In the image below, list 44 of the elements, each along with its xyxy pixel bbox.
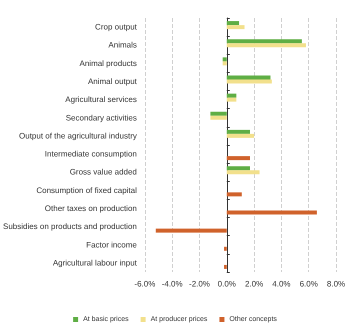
x-tick-label: -2.0% (189, 280, 210, 288)
y-tick-label: Gross value added (70, 168, 137, 177)
bar (226, 94, 236, 98)
y-tick-label: Secondary activities (66, 113, 137, 122)
y-tick-label: Other taxes on production (44, 204, 137, 213)
bar (226, 80, 272, 84)
y-tick-label: Intermediate consumption (44, 150, 137, 159)
bar (226, 170, 260, 174)
y-tick-label: Animals (108, 40, 137, 50)
y-tick-label: Agricultural labour input (52, 258, 138, 268)
bar (226, 130, 250, 134)
bar (226, 25, 245, 30)
bar (222, 61, 227, 66)
y-tick-label: Crop output (95, 22, 138, 32)
bar (226, 166, 250, 170)
bar (224, 264, 227, 269)
bar (226, 156, 250, 160)
x-tick-label: 6.0% (300, 280, 318, 288)
bar (156, 228, 227, 233)
x-tick-label: 8.0% (326, 280, 346, 288)
y-tick-label: Animal output (88, 77, 138, 86)
x-tick-label: 2.0% (244, 280, 264, 288)
bar (226, 192, 242, 196)
bar (222, 57, 227, 62)
bar (226, 39, 302, 44)
bar (210, 112, 227, 116)
bar (226, 76, 270, 80)
y-tick-label: Consumption of fixed capital (36, 186, 138, 195)
bar (226, 21, 240, 26)
y-tick-label: Factor income (86, 240, 138, 250)
bar (226, 43, 306, 48)
y-tick-label: Agricultural services (65, 95, 137, 104)
bar (226, 98, 236, 102)
y-tick-label: Output of the agricultural industry (19, 131, 137, 140)
bar (226, 210, 317, 214)
x-tick-label: -4.0% (162, 280, 183, 288)
bar (226, 134, 254, 138)
bar (210, 116, 227, 120)
x-tick-label: -6.0% (134, 280, 156, 288)
bar (224, 246, 227, 251)
x-tick-label: 4.0% (272, 280, 291, 288)
y-tick-label: Subsidies on products and production (2, 222, 137, 232)
x-tick-label: 0.0% (218, 280, 236, 288)
y-tick-label: Animal products (80, 58, 137, 68)
